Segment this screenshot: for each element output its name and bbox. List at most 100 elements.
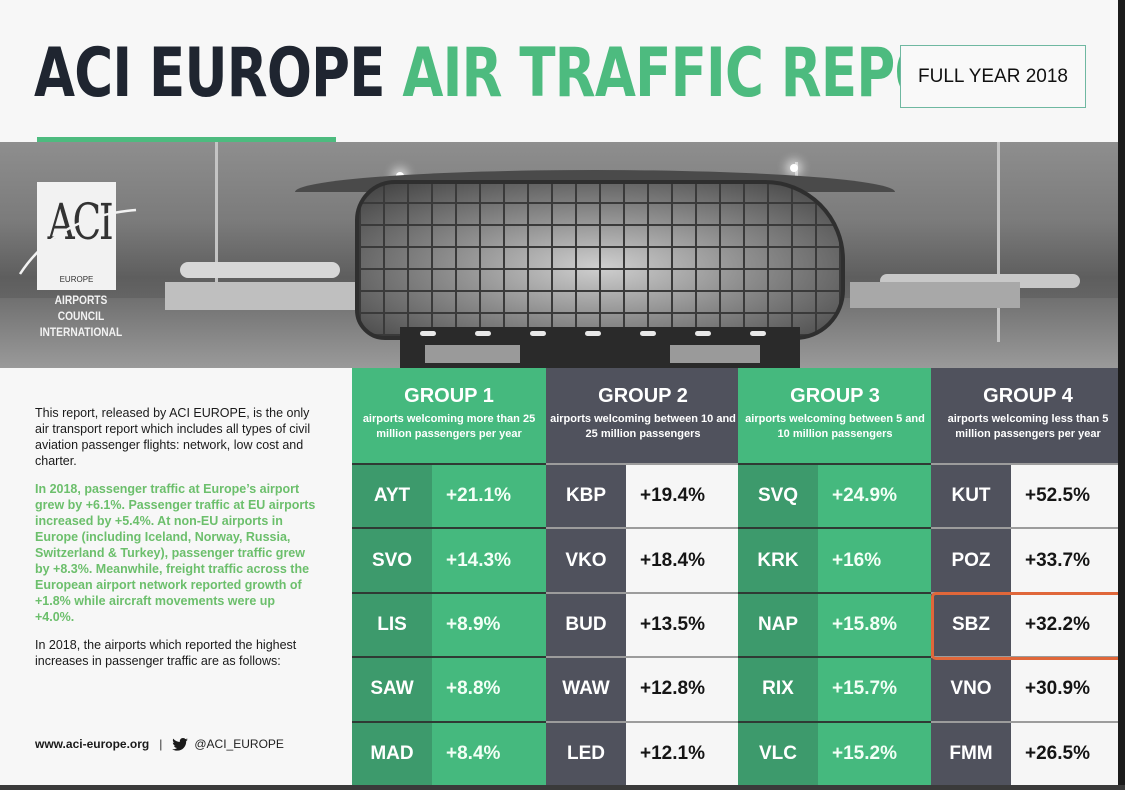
- logo-box: [37, 182, 116, 290]
- table-row: KRK +16%: [738, 527, 932, 592]
- growth-value: +24.9%: [818, 465, 932, 528]
- group-4-column: GROUP 4 airports welcoming less than 5 m…: [931, 368, 1125, 785]
- bottom-edge-border: [0, 785, 1125, 790]
- airport-code: BUD: [546, 593, 626, 657]
- footer-links: www.aci-europe.org | @ACI_EUROPE: [35, 737, 284, 751]
- growth-value: +26.5%: [1011, 722, 1125, 785]
- logo-council-name: AIRPORTS COUNCIL INTERNATIONAL: [39, 293, 123, 339]
- airport-terminal-photo: [0, 142, 1118, 368]
- airport-code: FMM: [931, 722, 1011, 785]
- group-subtitle: airports welcoming between 10 and 25 mil…: [550, 413, 736, 440]
- table-row: SAW +8.8%: [352, 656, 546, 721]
- terminal-base: [400, 327, 800, 368]
- airport-code: RIX: [738, 658, 818, 721]
- table-row: SVO +14.3%: [352, 527, 546, 592]
- table-row: BUD +13.5%: [546, 591, 740, 657]
- jetbridge-left: [165, 282, 365, 310]
- table-row: AYT +21.1%: [352, 463, 546, 528]
- title-aci-europe: ACI EUROPE: [34, 34, 385, 113]
- airport-code: VNO: [931, 658, 1011, 721]
- table-row: FMM +26.5%: [931, 720, 1125, 785]
- growth-value: +16%: [818, 529, 932, 592]
- intro-paragraph: This report, released by ACI EUROPE, is …: [35, 406, 311, 468]
- footer-separator: |: [159, 737, 163, 751]
- group-subtitle: airports welcoming between 5 and 10 mill…: [745, 413, 925, 440]
- aircraft-left: [180, 262, 340, 278]
- airport-code: VLC: [738, 722, 818, 785]
- airport-growth-table: GROUP 1 airports welcoming more than 25 …: [352, 368, 1125, 785]
- growth-value: +30.9%: [1011, 658, 1125, 721]
- twitter-bird-icon: [172, 737, 189, 751]
- group-header: GROUP 4 airports welcoming less than 5 m…: [931, 368, 1125, 463]
- terminal-glass-facade: [355, 180, 845, 340]
- group-2-column: GROUP 2 airports welcoming between 10 an…: [546, 368, 740, 785]
- growth-value: +21.1%: [432, 465, 546, 528]
- group-title: GROUP 1: [404, 385, 494, 407]
- light-mast: [215, 142, 218, 302]
- growth-value: +12.8%: [626, 658, 740, 721]
- intro-text: This report, released by ACI EUROPE, is …: [35, 405, 317, 681]
- airport-code: POZ: [931, 529, 1011, 592]
- report-title: ACI EUROPE AIR TRAFFIC REPORT: [34, 34, 1013, 114]
- table-row: VNO +30.9%: [931, 656, 1125, 721]
- airport-code: KBP: [546, 465, 626, 528]
- twitter-handle-link[interactable]: @ACI_EUROPE: [194, 737, 284, 751]
- table-row: LED +12.1%: [546, 720, 740, 785]
- right-edge-border: [1118, 0, 1125, 790]
- group-title: GROUP 3: [790, 385, 880, 407]
- group-3-column: GROUP 3 airports welcoming between 5 and…: [738, 368, 932, 785]
- airport-code: MAD: [352, 722, 432, 785]
- table-row: POZ +33.7%: [931, 527, 1125, 592]
- title-accent-bar: [37, 137, 336, 142]
- group-subtitle: airports welcoming more than 25 million …: [362, 413, 536, 440]
- growth-value: +18.4%: [626, 529, 740, 592]
- airport-code: NAP: [738, 593, 818, 657]
- table-row: SBZ +32.2%: [931, 591, 1125, 657]
- growth-value: +15.8%: [818, 593, 932, 657]
- airport-code: LIS: [352, 593, 432, 657]
- growth-value: +14.3%: [432, 529, 546, 592]
- airport-code: KRK: [738, 529, 818, 592]
- table-row: VLC +15.2%: [738, 720, 932, 785]
- group-subtitle: airports welcoming less than 5 million p…: [947, 413, 1109, 440]
- table-row: LIS +8.9%: [352, 591, 546, 657]
- airport-code: LED: [546, 722, 626, 785]
- table-row: MAD +8.4%: [352, 720, 546, 785]
- table-row: KBP +19.4%: [546, 463, 740, 528]
- intro-lead-in: In 2018, the airports which reported the…: [35, 638, 297, 668]
- airport-code: SBZ: [931, 593, 1011, 657]
- group-header: GROUP 1 airports welcoming more than 25 …: [352, 368, 546, 463]
- website-link[interactable]: www.aci-europe.org: [35, 737, 150, 751]
- airport-code: KUT: [931, 465, 1011, 528]
- airport-code: AYT: [352, 465, 432, 528]
- airport-code: WAW: [546, 658, 626, 721]
- airport-code: VKO: [546, 529, 626, 592]
- logo-region: EUROPE: [59, 275, 94, 284]
- table-row: RIX +15.7%: [738, 656, 932, 721]
- lamp-glow: [790, 164, 798, 172]
- growth-value: +52.5%: [1011, 465, 1125, 528]
- group-1-column: GROUP 1 airports welcoming more than 25 …: [352, 368, 546, 785]
- growth-value: +15.2%: [818, 722, 932, 785]
- airport-code: SVQ: [738, 465, 818, 528]
- light-mast: [997, 142, 1000, 342]
- aci-europe-logo: ACI EUROPE AIRPORTS COUNCIL INTERNATIONA…: [18, 180, 140, 339]
- period-badge: FULL YEAR 2018: [900, 45, 1086, 108]
- logo-swoosh-icon: [18, 208, 137, 275]
- group-title: GROUP 2: [598, 385, 688, 407]
- growth-value: +8.8%: [432, 658, 546, 721]
- jetbridge-right: [850, 282, 1020, 308]
- growth-value: +32.2%: [1011, 593, 1125, 657]
- growth-value: +12.1%: [626, 722, 740, 785]
- growth-value: +13.5%: [626, 593, 740, 657]
- airport-code: SVO: [352, 529, 432, 592]
- table-row: SVQ +24.9%: [738, 463, 932, 528]
- traffic-summary: In 2018, passenger traffic at Europe’s a…: [35, 482, 316, 624]
- growth-value: +33.7%: [1011, 529, 1125, 592]
- growth-value: +8.4%: [432, 722, 546, 785]
- group-title: GROUP 4: [983, 385, 1073, 407]
- table-row: VKO +18.4%: [546, 527, 740, 592]
- table-row: WAW +12.8%: [546, 656, 740, 721]
- group-header: GROUP 3 airports welcoming between 5 and…: [738, 368, 932, 463]
- table-row: KUT +52.5%: [931, 463, 1125, 528]
